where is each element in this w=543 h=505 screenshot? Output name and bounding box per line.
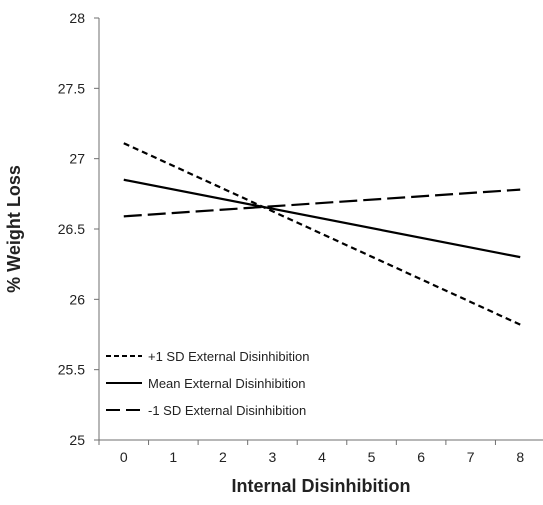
x-tick-label: 2 [219,449,227,465]
x-tick-label: 7 [467,449,475,465]
x-tick-label: 5 [368,449,376,465]
x-tick-label: 6 [417,449,425,465]
series-line-2 [123,178,521,259]
y-tick-label: 27.5 [58,80,85,96]
y-ticks: 25 25.5 26 26.5 27 27.5 28 [58,10,99,448]
x-tick-label: 3 [269,449,277,465]
series-line-1 [123,142,521,326]
x-ticks: 0 1 2 3 4 5 6 7 8 [98,440,524,465]
series-lines [123,142,521,326]
y-tick-label: 27 [69,151,85,167]
legend-label: Mean External Disinhibition [148,376,306,391]
y-axis-title: % Weight Loss [4,165,24,293]
y-tick-label: 25.5 [58,362,85,378]
x-tick-label: 4 [318,449,326,465]
legend-label: +1 SD External Disinhibition [148,349,310,364]
series-line-3 [123,188,521,218]
legend-label: -1 SD External Disinhibition [148,403,306,418]
legend: +1 SD External Disinhibition Mean Externa… [106,349,310,418]
y-tick-label: 26 [69,291,85,307]
y-tick-label: 28 [69,10,85,26]
y-tick-label: 26.5 [58,221,85,237]
y-tick-label: 25 [69,432,85,448]
x-tick-label: 1 [169,449,177,465]
x-axis-title: Internal Disinhibition [232,476,411,496]
x-tick-label: 8 [516,449,524,465]
x-tick-label: 0 [120,449,128,465]
